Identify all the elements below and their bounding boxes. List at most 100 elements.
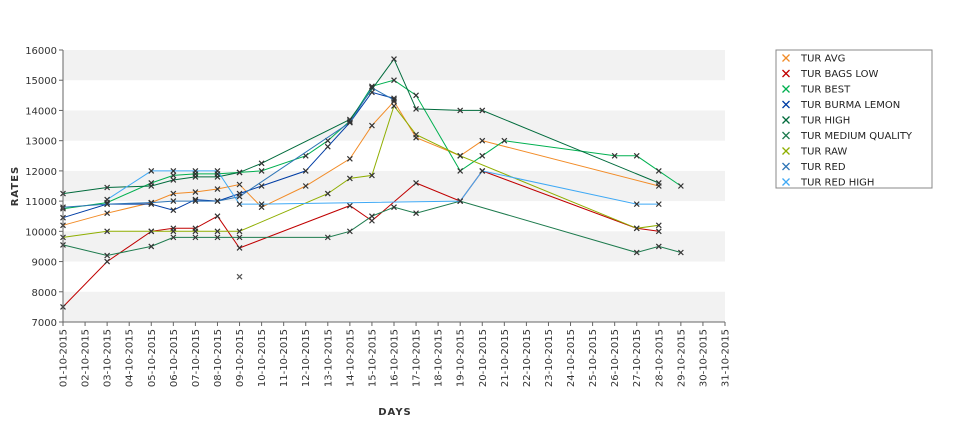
data-point-marker — [302, 152, 309, 159]
data-point-marker — [501, 137, 508, 144]
y-tick-label: 15000 — [25, 76, 57, 87]
data-point-marker — [655, 243, 662, 250]
legend-swatch — [782, 54, 790, 62]
data-point-marker — [677, 183, 684, 189]
data-point-marker — [479, 152, 486, 159]
x-tick-label: 19-10-2015 — [456, 329, 467, 387]
grid-band — [63, 110, 725, 141]
data-point-marker — [369, 172, 375, 179]
x-tick-label: 27-10-2015 — [632, 329, 643, 387]
data-point-marker — [655, 167, 662, 174]
series-line — [62, 58, 659, 195]
series-tur-raw — [60, 102, 662, 241]
data-point-marker — [258, 160, 265, 167]
data-point-marker — [214, 186, 221, 192]
x-tick-label: 22-10-2015 — [522, 329, 533, 387]
series-line — [62, 100, 659, 226]
data-point-marker — [346, 155, 353, 162]
data-point-marker — [369, 217, 375, 224]
legend-label: TUR BEST — [800, 85, 851, 96]
data-point-marker — [633, 201, 640, 208]
x-tick-label: 09-10-2015 — [235, 329, 246, 387]
data-point-marker — [457, 198, 464, 205]
data-point-marker — [192, 167, 199, 174]
data-point-marker — [302, 183, 309, 189]
legend-item: TUR HIGH — [782, 116, 850, 127]
data-point-marker — [170, 234, 177, 241]
x-tick-label: 07-10-2015 — [191, 329, 202, 387]
x-tick-label: 24-10-2015 — [566, 329, 577, 387]
data-point-marker — [413, 92, 419, 99]
data-point-marker — [655, 222, 662, 229]
x-tick-label: 14-10-2015 — [345, 329, 356, 387]
x-tick-label: 18-10-2015 — [434, 329, 445, 387]
x-tick-label: 20-10-2015 — [478, 329, 489, 387]
x-tick-label: 23-10-2015 — [544, 329, 555, 387]
series-tur-red-high — [104, 167, 662, 208]
series-line — [62, 200, 682, 257]
data-point-marker — [170, 190, 177, 197]
data-point-marker — [346, 228, 353, 235]
data-point-marker — [258, 183, 265, 189]
data-point-marker — [369, 122, 375, 129]
data-point-marker — [170, 167, 177, 174]
x-tick-label: 25-10-2015 — [588, 329, 599, 387]
x-tick-label: 08-10-2015 — [213, 329, 224, 387]
x-tick-label: 02-10-2015 — [81, 329, 92, 387]
legend-swatch — [782, 69, 790, 78]
legend-item: TUR MEDIUM QUALITY — [782, 131, 913, 142]
legend-swatch — [782, 85, 790, 93]
data-point-marker — [192, 189, 199, 195]
legend-swatch — [782, 116, 790, 124]
data-point-marker — [236, 201, 243, 208]
x-tick-label: 11-10-2015 — [279, 329, 290, 387]
x-tick-label: 17-10-2015 — [412, 329, 423, 387]
x-tick-label: 01-10-2015 — [59, 329, 70, 387]
data-point-marker — [391, 96, 397, 103]
data-point-marker — [104, 210, 111, 217]
data-point-marker — [170, 228, 177, 235]
y-axis-title: RATES — [10, 166, 21, 207]
grid-bands — [63, 50, 725, 322]
data-point-marker — [457, 167, 464, 174]
series-line — [62, 87, 395, 208]
legend-item: TUR RED — [782, 162, 846, 173]
x-axis-title: DAYS — [378, 407, 412, 418]
data-point-marker — [346, 202, 353, 209]
data-point-marker — [457, 152, 464, 159]
data-point-marker — [236, 193, 243, 200]
data-point-marker — [236, 181, 243, 188]
series-tur-red — [60, 84, 397, 211]
data-point-marker — [104, 252, 111, 259]
data-point-marker — [192, 174, 199, 180]
data-point-marker — [214, 228, 221, 235]
legend-item: TUR BURMA LEMON — [782, 100, 900, 111]
grid-band — [63, 170, 725, 202]
data-point-marker — [192, 198, 199, 205]
data-point-marker — [170, 198, 177, 205]
y-tick-label: 16000 — [25, 46, 57, 57]
y-tick-label: 11000 — [25, 197, 57, 208]
data-point-marker — [236, 234, 243, 241]
data-point-marker — [391, 56, 397, 62]
data-point-marker — [236, 228, 243, 235]
grid-band — [63, 291, 725, 322]
legend-label: TUR RAW — [800, 147, 847, 158]
data-point-marker — [324, 143, 331, 150]
y-tick-label: 12000 — [25, 167, 57, 178]
data-point-marker — [104, 196, 111, 203]
data-point-marker — [324, 190, 331, 197]
legend-label: TUR RED HIGH — [800, 178, 874, 189]
data-point-marker — [633, 152, 640, 159]
x-tick-label: 12-10-2015 — [301, 329, 312, 387]
data-point-marker — [369, 84, 375, 91]
data-point-marker — [369, 213, 375, 220]
data-point-marker — [192, 234, 199, 241]
y-tick-label: 8000 — [32, 288, 57, 299]
data-point-marker — [324, 234, 331, 241]
data-point-marker — [148, 228, 155, 235]
data-point-marker — [104, 201, 111, 208]
legend-item: TUR BEST — [782, 85, 851, 96]
data-point-marker — [214, 174, 221, 180]
data-point-marker — [214, 198, 221, 205]
